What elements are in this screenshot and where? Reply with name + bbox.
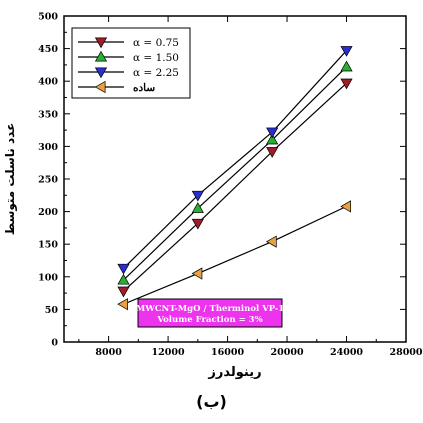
y-tick-label: 0: [51, 338, 58, 349]
x-tick-label: 12000: [152, 347, 185, 358]
legend-marker: [94, 50, 108, 62]
legend-marker: [94, 67, 108, 79]
data-point: [191, 190, 204, 202]
data-point: [191, 267, 203, 280]
data-point: [265, 235, 277, 248]
y-tick-label: 450: [38, 44, 58, 55]
y-tick-label: 150: [38, 240, 58, 251]
annotation-background: [137, 298, 283, 328]
annotation-line-2: Volume Fraction = 3%: [156, 315, 262, 325]
chart: 8000 12000 16000 20000 24000 28000 0 50 100 150 20…: [3, 12, 423, 381]
data-point: [340, 60, 353, 72]
data-point: [266, 133, 279, 145]
series-line-1: [123, 82, 347, 292]
x-axis-label: رینولدرز: [207, 365, 261, 380]
series-line-4: [123, 205, 347, 305]
x-tick-label: 16000: [211, 347, 244, 358]
y-tick-label: 350: [38, 109, 58, 120]
x-tick-label: 28000: [389, 347, 422, 358]
data-point: [117, 298, 128, 311]
y-tick-label: 500: [38, 12, 58, 23]
data-point: [191, 202, 204, 213]
y-tick-label: 300: [38, 142, 58, 153]
data-point: [266, 147, 279, 158]
y-axis-label: عدد ناسلت متوسط: [3, 123, 18, 236]
series-markers: [117, 46, 353, 311]
y-tick-label: 200: [38, 207, 58, 218]
data-point: [266, 127, 279, 139]
y-tick-label: 100: [38, 272, 58, 283]
y-tick-label: 50: [45, 305, 59, 316]
data-point: [117, 273, 130, 285]
legend-marker: [94, 80, 106, 94]
legend-box: [71, 27, 191, 99]
series-line-2: [123, 66, 347, 281]
data-point: [340, 46, 353, 57]
legend-label: α = 0.75: [133, 37, 179, 49]
data-point: [117, 286, 130, 298]
legend-label: ساده: [133, 82, 155, 94]
y-tick-label: 400: [38, 77, 58, 88]
annotation-box: MWCNT-MgO / Therminol VP-1 Volume Fracti…: [136, 298, 284, 328]
legend: α = 0.75 α = 1.50 α = 2.25 ساده: [71, 27, 191, 99]
legend-label: α = 2.25: [133, 67, 179, 79]
series-line-3: [123, 50, 347, 269]
data-point: [117, 263, 130, 275]
series-lines: [123, 50, 347, 305]
data-point: [191, 218, 204, 230]
x-tick-label: 24000: [330, 347, 363, 358]
x-tick-label: 20000: [271, 347, 304, 358]
legend-label: α = 1.50: [133, 52, 179, 64]
axes-ticks: 8000 12000 16000 20000 24000 28000 0 50 100 150 20…: [38, 12, 423, 359]
data-point: [340, 200, 351, 213]
x-tick-label: 8000: [95, 347, 122, 358]
data-point: [340, 78, 353, 90]
legend-marker: [94, 37, 108, 49]
annotation-line-1: MWCNT-MgO / Therminol VP-1: [136, 304, 284, 314]
y-tick-label: 250: [38, 175, 58, 186]
figure-caption: (ب): [196, 392, 227, 411]
